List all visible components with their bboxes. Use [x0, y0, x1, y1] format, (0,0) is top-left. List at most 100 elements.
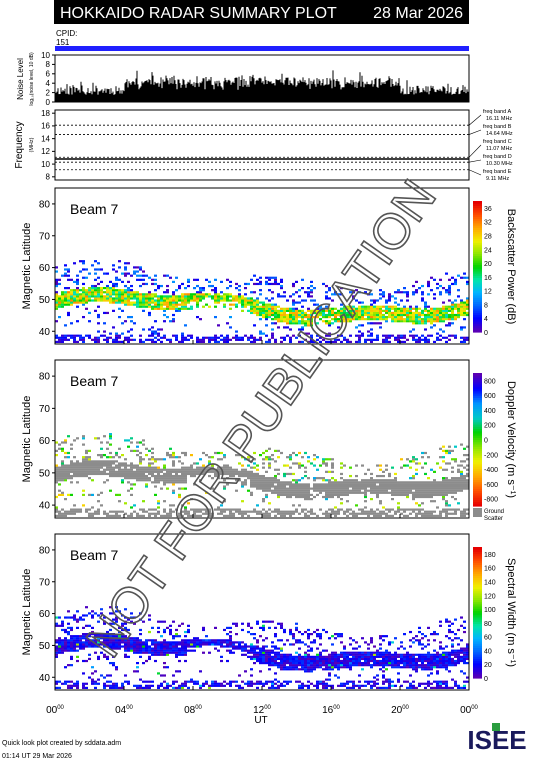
velocity-cell	[214, 474, 217, 478]
power-cell	[67, 293, 70, 296]
velocity-cell	[355, 514, 358, 517]
velocity-cell	[136, 477, 139, 480]
width-cell	[133, 651, 136, 654]
width-cell	[172, 651, 175, 654]
velocity-cell	[262, 489, 265, 492]
power-cell	[94, 338, 97, 341]
power-cell	[112, 284, 115, 288]
width-cell	[280, 666, 283, 669]
power-cell	[172, 307, 175, 310]
velocity-cell	[250, 466, 253, 469]
velocity-cell	[352, 487, 355, 490]
power-cell	[289, 313, 292, 317]
power-cell	[130, 293, 133, 296]
power-cell	[304, 311, 307, 315]
velocity-cell	[292, 479, 295, 482]
velocity-cell	[463, 460, 466, 463]
velocity-cell	[397, 506, 400, 509]
width-cell	[121, 682, 124, 685]
power-cell	[58, 299, 61, 302]
power-cell	[235, 282, 238, 286]
power-cell	[268, 305, 271, 308]
width-cell	[55, 639, 58, 642]
velocity-colorbar-segment	[473, 419, 482, 423]
power-cell	[310, 313, 313, 317]
velocity-cell	[124, 458, 127, 461]
power-cell	[151, 295, 154, 298]
power-cell	[79, 338, 82, 341]
power-cell	[181, 336, 184, 339]
power-cell	[427, 338, 430, 341]
velocity-cell	[232, 470, 235, 473]
velocity-cell	[127, 439, 130, 442]
velocity-cell	[406, 458, 409, 461]
velocity-cell	[283, 512, 286, 515]
velocity-cell	[379, 502, 382, 505]
velocity-cell	[316, 468, 319, 471]
velocity-cell	[241, 510, 244, 513]
power-cell	[382, 340, 385, 344]
power-cell	[424, 328, 427, 331]
velocity-colorbar-segment	[473, 392, 482, 396]
power-cell	[460, 307, 463, 310]
width-cell	[151, 641, 154, 644]
power-cell	[328, 289, 331, 292]
width-cell	[382, 664, 385, 667]
power-cell	[361, 334, 364, 337]
width-cell	[376, 659, 379, 663]
velocity-cell	[247, 474, 250, 478]
power-cell	[391, 311, 394, 315]
power-cell	[118, 295, 121, 298]
power-cell	[376, 338, 379, 341]
power-cell	[97, 330, 100, 333]
power-cell	[187, 297, 190, 300]
velocity-cell	[301, 485, 304, 488]
velocity-cell	[322, 460, 325, 463]
width-cell	[340, 666, 343, 669]
width-cell	[112, 639, 115, 642]
velocity-cell	[82, 437, 85, 440]
width-cell	[94, 686, 97, 690]
power-cell	[256, 313, 259, 317]
power-cell	[280, 280, 283, 284]
power-colorbar-segment	[473, 253, 482, 257]
velocity-cell	[265, 483, 268, 486]
velocity-cell	[460, 443, 463, 446]
width-cell	[100, 643, 103, 646]
width-cell	[124, 680, 127, 683]
velocity-colorbar-segment	[473, 488, 482, 492]
power-cell	[121, 272, 124, 275]
width-cell	[355, 664, 358, 667]
power-cell	[325, 322, 328, 325]
velocity-cell	[280, 451, 283, 455]
power-colorbar-segment	[473, 211, 482, 215]
velocity-cell	[289, 485, 292, 488]
width-cell	[94, 670, 97, 673]
velocity-cell	[112, 468, 115, 471]
width-cell	[115, 682, 118, 685]
power-cell	[85, 268, 88, 271]
power-cell	[214, 297, 217, 300]
width-cell	[283, 664, 286, 667]
width-cell	[175, 680, 178, 683]
power-cell	[436, 336, 439, 339]
ground-scatter-swatch	[473, 508, 482, 517]
power-cell	[304, 315, 307, 319]
width-cell	[190, 645, 193, 648]
power-ylabel: Magnetic Latitude	[21, 223, 33, 310]
velocity-cell	[127, 472, 130, 476]
power-cell	[106, 340, 109, 344]
power-cell	[61, 299, 64, 302]
width-cell	[301, 666, 304, 669]
velocity-cell	[424, 510, 427, 513]
power-cell	[382, 295, 385, 298]
power-cell	[364, 338, 367, 341]
width-cell	[130, 647, 133, 650]
velocity-cell	[190, 472, 193, 476]
velocity-cell	[337, 512, 340, 515]
velocity-cell	[115, 464, 118, 467]
power-cell	[262, 313, 265, 317]
power-cell	[214, 299, 217, 302]
width-cell	[271, 655, 274, 658]
width-cell	[160, 649, 163, 652]
